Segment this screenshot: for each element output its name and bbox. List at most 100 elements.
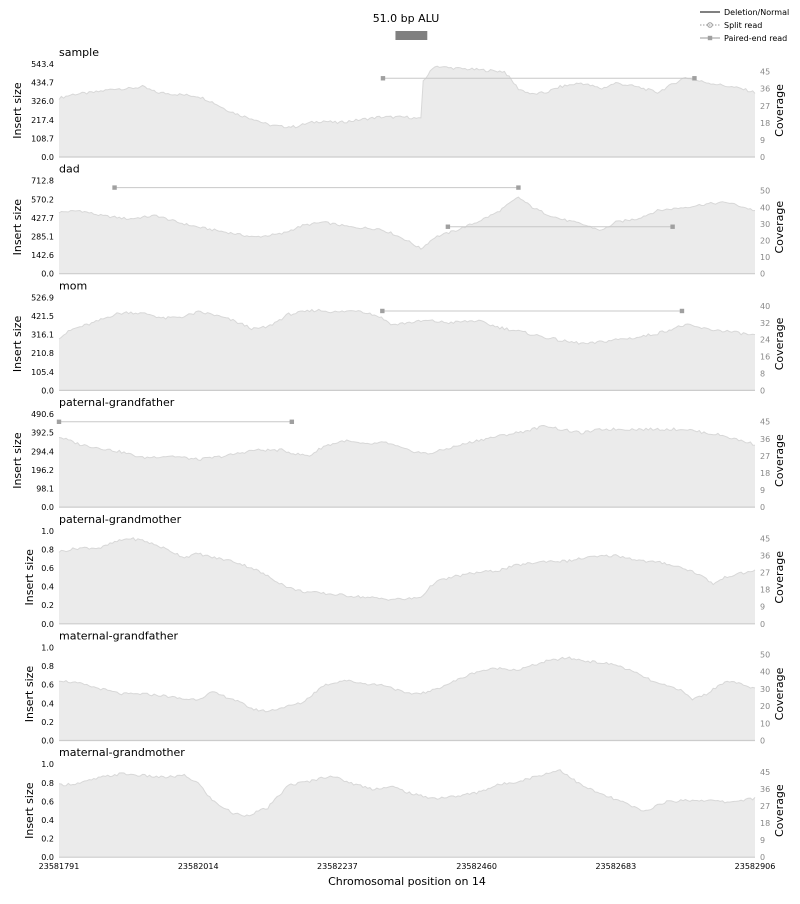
read-marker	[679, 308, 685, 314]
coverage-tick-label: 0	[760, 853, 765, 862]
coverage-tick-label: 50	[760, 650, 770, 659]
coverage-tick-label: 45	[760, 68, 770, 77]
read-marker	[56, 419, 62, 424]
coverage-tick-label: 0	[760, 386, 765, 395]
coverage-tick-label: 36	[760, 435, 770, 444]
coverage-area	[59, 769, 755, 858]
paired-end-read	[380, 308, 685, 314]
insert-tick-label: 1.0	[41, 760, 54, 769]
legend-split-label: Split read	[724, 21, 762, 30]
insert-tick-label: 0.0	[41, 153, 54, 162]
panel-title: mom	[59, 279, 87, 292]
coverage-line	[58, 308, 756, 345]
read-marker	[445, 224, 451, 229]
x-axis-label: Chromosomal position on 14	[328, 875, 486, 888]
x-tick-label: 23582237	[317, 862, 358, 871]
insert-tick-label: 0.0	[41, 853, 54, 862]
insert-tick-label: 0.6	[41, 797, 54, 806]
insert-tick-label: 326.0	[31, 97, 54, 106]
insert-tick-label: 0.0	[41, 270, 54, 279]
coverage-tick-label: 36	[760, 85, 770, 94]
panel-title: paternal-grandfather	[59, 396, 175, 409]
panel-title: maternal-grandfather	[59, 630, 178, 643]
insert-tick-label: 0.0	[41, 737, 54, 746]
legend-split-marker	[707, 22, 713, 28]
coverage-tick-label: 0	[760, 503, 765, 512]
insert-tick-label: 1.0	[41, 527, 54, 536]
coverage-tick-label: 36	[760, 785, 770, 794]
coverage-tick-label: 10	[760, 719, 770, 728]
insert-tick-label: 316.1	[31, 331, 54, 340]
coverage-tick-label: 27	[760, 102, 770, 111]
coverage-area	[59, 309, 755, 391]
panel-maternal-grandmother: maternal-grandmother 0.0 0.2 0.4 0.6 0.8 1.0 In…	[23, 746, 786, 862]
legend-deletion-label: Deletion/Normal	[724, 8, 789, 17]
insert-tick-label: 0.8	[41, 779, 54, 788]
coverage-tick-label: 0	[760, 153, 765, 162]
insert-tick-label: 434.7	[31, 79, 54, 88]
coverage-axis-label: Coverage	[773, 434, 786, 487]
panel-title: paternal-grandmother	[59, 513, 182, 526]
insert-tick-label: 0.0	[41, 503, 54, 512]
insert-tick-label: 0.0	[41, 386, 54, 395]
x-tick-label: 23582460	[456, 862, 497, 871]
insert-size-axis-label: Insert size	[11, 315, 24, 372]
coverage-tick-label: 27	[760, 569, 770, 578]
panel-title: dad	[59, 163, 80, 176]
insert-size-axis-label: Insert size	[23, 549, 36, 606]
coverage-area	[59, 537, 755, 624]
insert-tick-label: 0.2	[41, 718, 54, 727]
coverage-axis-label: Coverage	[773, 317, 786, 370]
coverage-tick-label: 45	[760, 768, 770, 777]
coverage-line	[58, 769, 756, 817]
coverage-tick-label: 27	[760, 452, 770, 461]
coverage-tick-label: 45	[760, 418, 770, 427]
insert-tick-label: 712.8	[31, 177, 54, 186]
insert-tick-label: 570.2	[31, 195, 54, 204]
insert-tick-label: 490.6	[31, 410, 54, 419]
insert-tick-label: 0.2	[41, 835, 54, 844]
insert-tick-label: 98.1	[36, 485, 54, 494]
insert-tick-label: 285.1	[31, 233, 54, 242]
insert-tick-label: 210.8	[31, 349, 54, 358]
coverage-tick-label: 16	[760, 353, 770, 362]
panel-sample: sample 0.0 108.7 217.4 326.0 434.7 543.4 Insert…	[11, 46, 786, 162]
read-marker	[516, 185, 521, 190]
panels: sample 0.0 108.7 217.4 326.0 434.7 543.4 Insert…	[11, 46, 786, 862]
variant-region-bar	[395, 31, 428, 40]
chart-title: 51.0 bp ALU	[373, 12, 440, 25]
coverage-tick-label: 0	[760, 270, 765, 279]
read-marker	[380, 308, 385, 314]
insert-tick-label: 392.5	[31, 429, 54, 438]
coverage-tick-label: 30	[760, 685, 770, 694]
read-marker	[289, 419, 295, 424]
coverage-line	[58, 196, 756, 250]
coverage-tick-label: 40	[760, 203, 770, 212]
insert-tick-label: 0.8	[41, 545, 54, 554]
insert-size-axis-label: Insert size	[11, 82, 24, 139]
coverage-tick-label: 18	[760, 119, 770, 128]
coverage-axis-label: Coverage	[773, 667, 786, 720]
coverage-area	[59, 197, 755, 274]
panel-title: maternal-grandmother	[59, 746, 185, 759]
coverage-axis-label: Coverage	[773, 784, 786, 837]
coverage-tick-label: 9	[760, 486, 765, 495]
insert-tick-label: 0.8	[41, 662, 54, 671]
insert-tick-label: 217.4	[31, 116, 54, 125]
coverage-tick-label: 18	[760, 586, 770, 595]
insert-tick-label: 0.6	[41, 681, 54, 690]
panel-mom: mom 0.0 105.4 210.8 316.1 421.5 526.9 Insert si…	[11, 279, 786, 395]
coverage-tick-label: 32	[760, 319, 770, 328]
coverage-tick-label: 27	[760, 802, 770, 811]
coverage-tick-label: 24	[760, 336, 770, 345]
insert-tick-label: 421.5	[31, 312, 54, 321]
legend: Deletion/Normal Split read Paired-end re…	[700, 8, 789, 43]
insert-size-axis-label: Insert size	[23, 666, 36, 723]
coverage-tick-label: 40	[760, 302, 770, 311]
insert-tick-label: 294.4	[31, 447, 54, 456]
read-marker	[380, 76, 386, 81]
coverage-tick-label: 18	[760, 469, 770, 478]
coverage-line	[58, 424, 756, 462]
coverage-area	[59, 66, 755, 157]
